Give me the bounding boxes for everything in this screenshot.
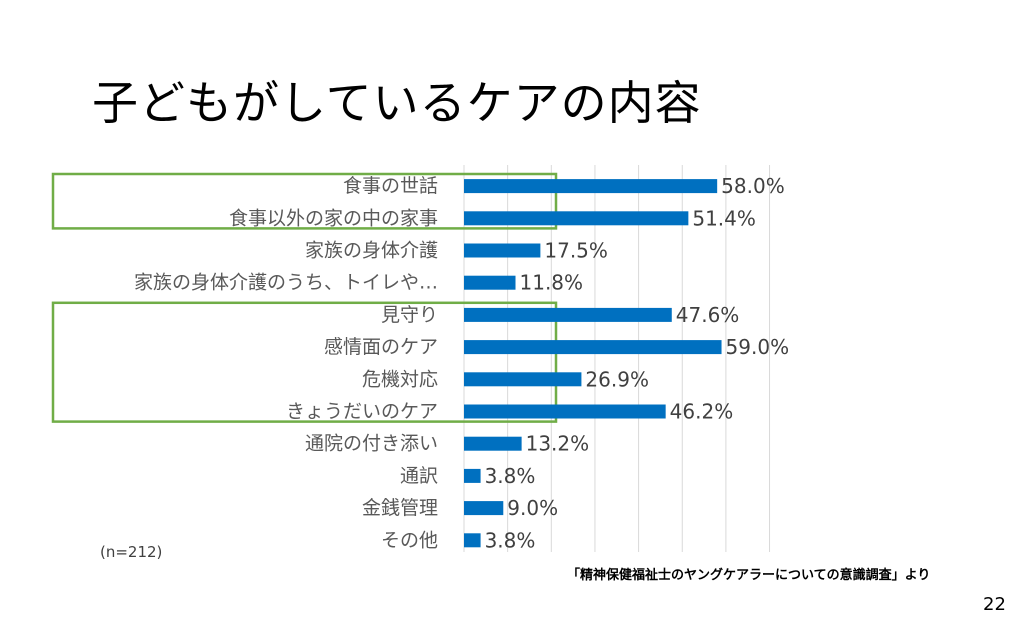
value-label: 11.8% xyxy=(520,271,584,295)
page-title: 子どもがしているケアの内容 xyxy=(92,76,702,130)
bar xyxy=(464,468,481,483)
page-number: 22 xyxy=(983,594,1006,615)
bar xyxy=(464,533,481,548)
category-label: 通訳 xyxy=(400,465,438,487)
category-label: きょうだいのケア xyxy=(286,401,438,423)
bar xyxy=(464,275,516,290)
bar xyxy=(464,340,722,355)
highlight-box xyxy=(51,172,558,230)
category-label: その他 xyxy=(381,529,438,551)
value-label: 26.9% xyxy=(585,367,649,391)
value-label: 13.2% xyxy=(526,432,590,456)
bar xyxy=(464,436,522,451)
bar xyxy=(464,179,718,194)
bar xyxy=(464,307,672,322)
category-label: 金銭管理 xyxy=(362,497,438,519)
category-label: 危機対応 xyxy=(362,368,438,390)
category-label: 見守り xyxy=(381,304,438,326)
category-label: 食事以外の家の中の家事 xyxy=(229,207,438,229)
sample-size-note: (n=212) xyxy=(100,543,163,561)
bar xyxy=(464,404,666,419)
value-label: 9.0% xyxy=(507,496,558,520)
highlight-boxes xyxy=(51,172,558,423)
value-label: 58.0% xyxy=(721,174,785,198)
source-note: 「精神保健福祉士のヤングケアラーについての意識調査」より xyxy=(567,568,931,583)
bar xyxy=(464,501,504,516)
bars xyxy=(464,179,722,548)
bar xyxy=(464,211,689,226)
category-label: 食事の世話 xyxy=(343,175,438,197)
category-label: 感情面のケア xyxy=(324,336,438,358)
category-label: 通院の付き添い xyxy=(305,433,438,455)
bar xyxy=(464,372,582,387)
category-label: 家族の身体介護 xyxy=(305,240,438,262)
value-labels: 58.0% 51.4% 17.5% 11.8% 47.6% 59.0% 26.9% 46.2%… xyxy=(485,174,789,552)
value-label: 3.8% xyxy=(485,528,536,552)
bar xyxy=(464,243,541,258)
value-label: 59.0% xyxy=(726,335,790,359)
value-label: 3.8% xyxy=(485,464,536,488)
value-label: 47.6% xyxy=(676,303,740,327)
category-label: 家族の身体介護のうち、トイレや… xyxy=(134,272,438,294)
value-label: 46.2% xyxy=(670,400,734,424)
highlight-box xyxy=(51,301,558,423)
value-label: 51.4% xyxy=(692,206,756,230)
value-label: 17.5% xyxy=(544,239,608,263)
